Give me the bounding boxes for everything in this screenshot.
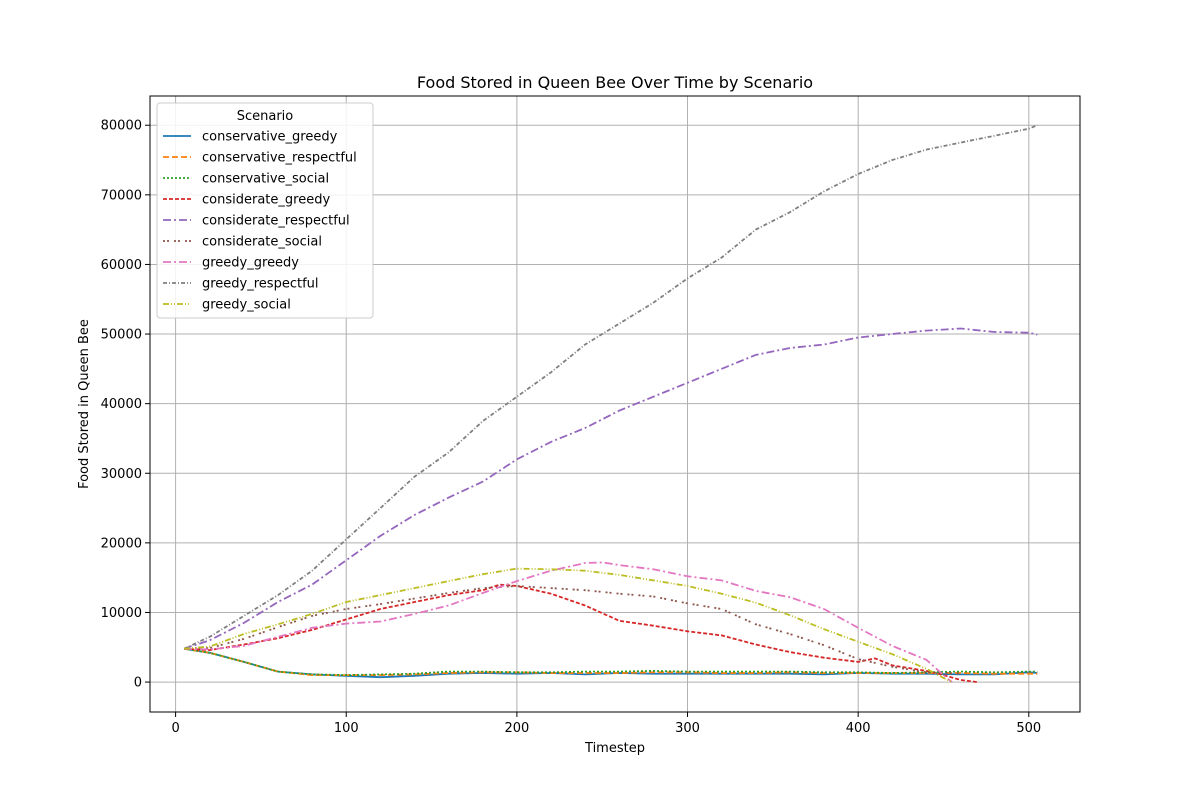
legend-label: greedy_respectful xyxy=(202,277,319,292)
legend-label: conservative_greedy xyxy=(202,130,338,145)
series-line-considerate-greedy xyxy=(184,583,978,683)
y-tick-label: 0 xyxy=(134,676,142,691)
series-line-greedy-social xyxy=(184,567,953,683)
legend-label: considerate_social xyxy=(202,235,322,250)
x-tick-label: 0 xyxy=(171,721,179,736)
legend-label: greedy_social xyxy=(202,298,291,313)
x-tick-label: 500 xyxy=(1016,721,1041,736)
legend: Scenario conservative_greedyconservative… xyxy=(156,102,374,319)
chart-title: Food Stored in Queen Bee Over Time by Sc… xyxy=(417,73,813,92)
legend-label: greedy_greedy xyxy=(202,256,299,271)
x-tick-label: 200 xyxy=(504,721,529,736)
series-line-greedy-greedy xyxy=(184,561,953,683)
legend-label: considerate_respectful xyxy=(202,214,350,229)
legend-label: conservative_social xyxy=(202,172,329,187)
y-tick-label: 60000 xyxy=(101,258,142,273)
y-tick-label: 40000 xyxy=(101,397,142,412)
y-tick-label: 20000 xyxy=(101,536,142,551)
series-line-considerate-social xyxy=(184,585,961,675)
legend-label: considerate_greedy xyxy=(202,193,330,208)
y-axis-label: Food Stored in Queen Bee xyxy=(77,319,92,489)
x-tick-label: 300 xyxy=(675,721,700,736)
x-axis-label: Timestep xyxy=(584,741,645,756)
y-tick-label: 70000 xyxy=(101,188,142,203)
legend-label: conservative_respectful xyxy=(202,151,357,166)
y-tick-label: 10000 xyxy=(101,606,142,621)
axes: 0 100 200 300 400 500 0 10000 20000 30000 40000 500… xyxy=(101,119,1042,736)
grid xyxy=(150,96,1080,712)
legend-title: Scenario xyxy=(237,109,294,124)
series-line-conservative-respectful xyxy=(183,647,1038,676)
x-tick-label: 400 xyxy=(846,721,871,736)
series-lines xyxy=(183,124,1038,683)
y-tick-label: 80000 xyxy=(101,119,142,134)
legend-items: conservative_greedy conservative_respectf… xyxy=(163,130,357,313)
plot-frame xyxy=(149,95,1081,713)
x-tick-label: 100 xyxy=(334,721,359,736)
y-tick-label: 50000 xyxy=(101,328,142,343)
legend-box xyxy=(156,102,374,319)
series-line-considerate-respectful xyxy=(183,327,1038,650)
series-line-greedy-respectful xyxy=(183,124,1038,650)
y-tick-label: 30000 xyxy=(101,467,142,482)
